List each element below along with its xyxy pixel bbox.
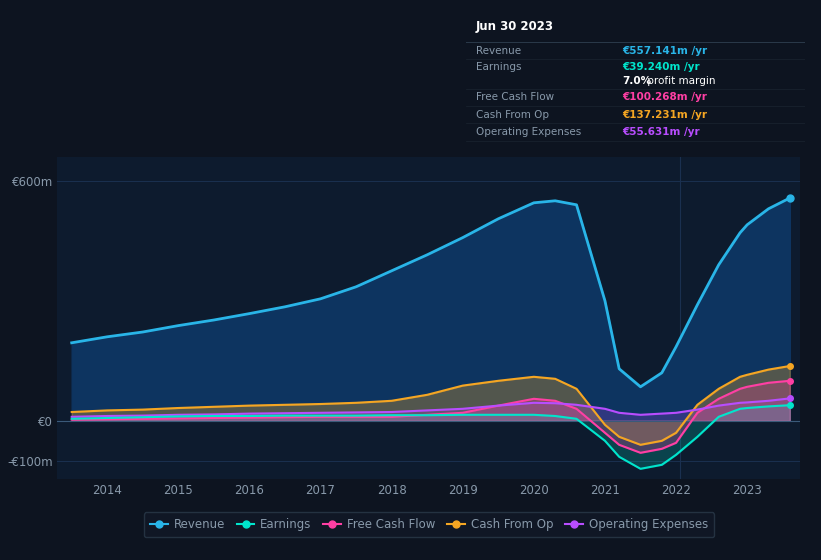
Text: profit margin: profit margin (644, 76, 715, 86)
Text: Revenue: Revenue (475, 46, 521, 56)
Text: €100.268m /yr: €100.268m /yr (621, 92, 707, 102)
Text: €557.141m /yr: €557.141m /yr (621, 46, 707, 56)
Text: €137.231m /yr: €137.231m /yr (621, 110, 707, 119)
Text: Cash From Op: Cash From Op (475, 110, 548, 119)
Text: Operating Expenses: Operating Expenses (475, 127, 581, 137)
Text: Earnings: Earnings (475, 62, 521, 72)
Text: €39.240m /yr: €39.240m /yr (621, 62, 699, 72)
Text: 7.0%: 7.0% (621, 76, 651, 86)
Text: Jun 30 2023: Jun 30 2023 (475, 20, 553, 33)
Text: €55.631m /yr: €55.631m /yr (621, 127, 699, 137)
Legend: Revenue, Earnings, Free Cash Flow, Cash From Op, Operating Expenses: Revenue, Earnings, Free Cash Flow, Cash … (144, 512, 714, 537)
Text: Free Cash Flow: Free Cash Flow (475, 92, 554, 102)
